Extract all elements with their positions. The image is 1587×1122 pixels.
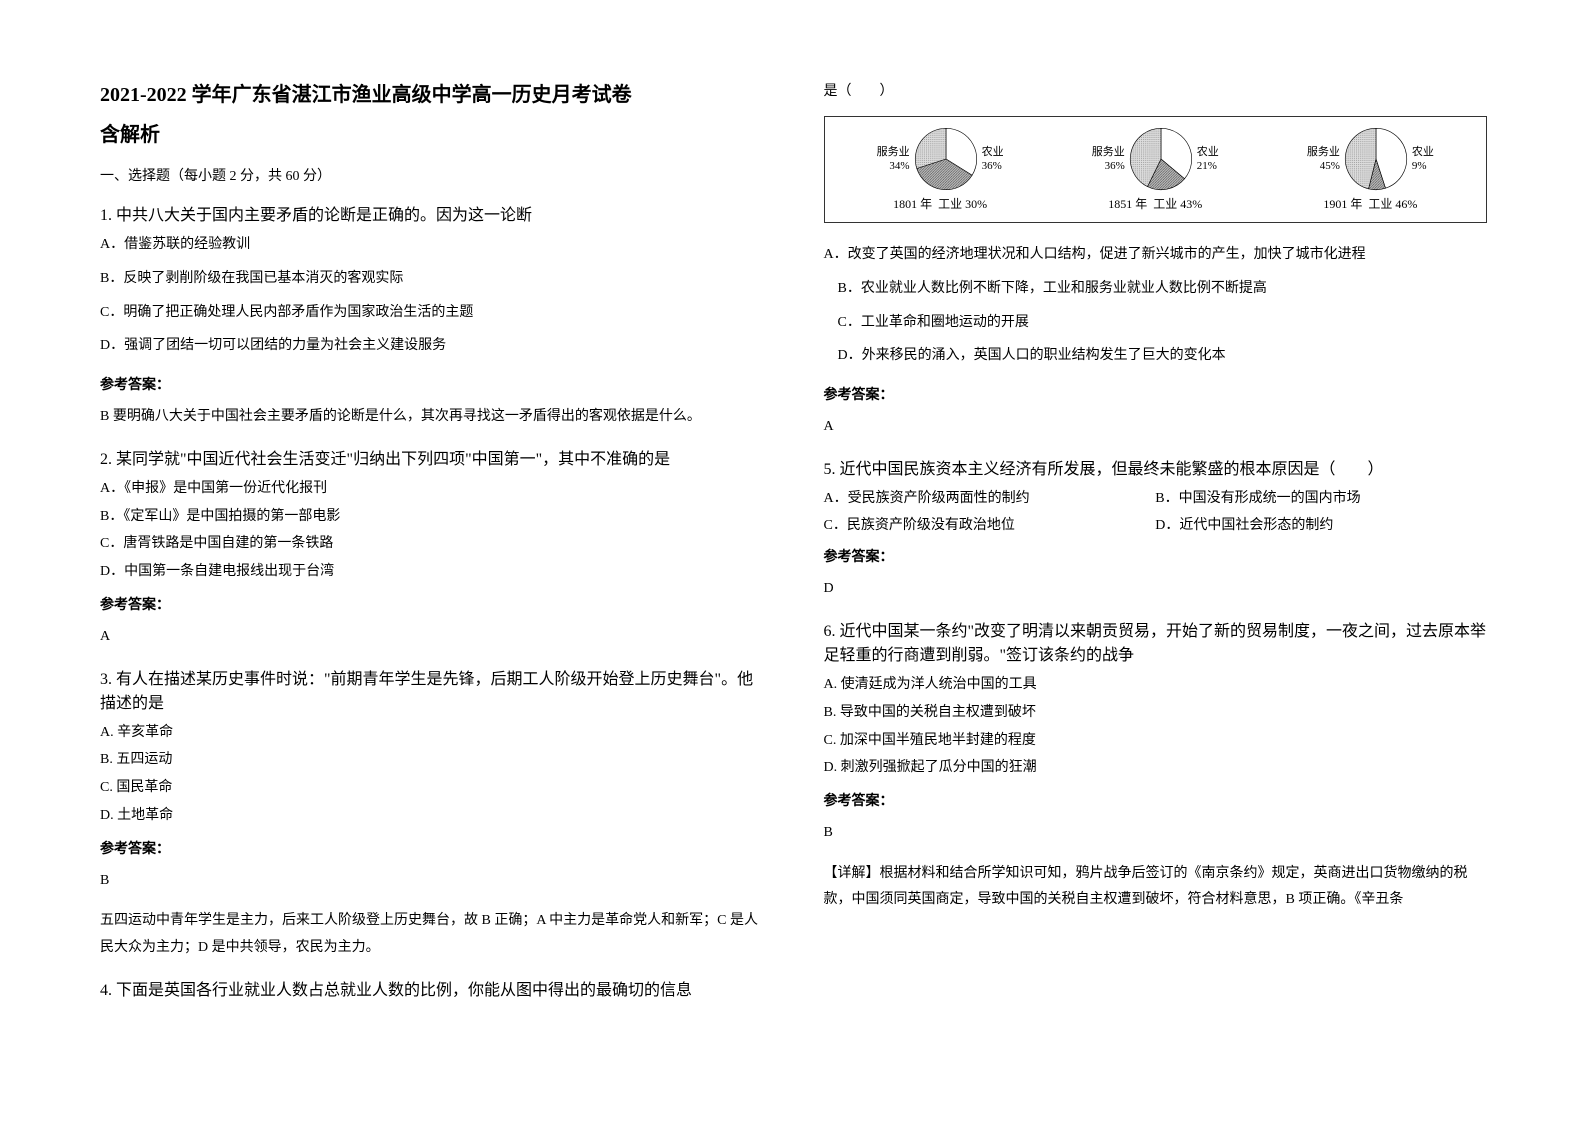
q4-option-c: C．工业革命和圈地运动的开展 bbox=[824, 311, 1488, 335]
pie-year-label: 1901 年 工业 46% bbox=[1323, 195, 1417, 212]
q4-option-a: A．改变了英国的经济地理状况和人口结构，促进了新兴城市的产生，加快了城市化进程 bbox=[824, 243, 1488, 267]
q1-answer: B 要明确八大关于中国社会主要矛盾的论断是什么，其次再寻找这一矛盾得出的客观依据… bbox=[100, 404, 764, 431]
q2-option-d: D．中国第一条自建电报线出现于台湾 bbox=[100, 560, 764, 584]
q1-option-d: D．强调了团结一切可以团结的力量为社会主义建设服务 bbox=[100, 334, 764, 358]
q2-option-c: C．唐胥铁路是中国自建的第一条铁路 bbox=[100, 532, 764, 556]
q1-option-b: B．反映了剥削阶级在我国已基本消灭的客观实际 bbox=[100, 267, 764, 291]
q5-option-d: D．近代中国社会形态的制约 bbox=[1155, 514, 1487, 538]
q3-explanation: 五四运动中青年学生是主力，后来工人阶级登上历史舞台，故 B 正确；A 中主力是革… bbox=[100, 908, 764, 961]
q1-text: 1. 中共八大关于国内主要矛盾的论断是正确的。因为这一论断 bbox=[100, 201, 764, 225]
q6-explanation: 【详解】根据材料和结合所学知识可知，鸦片战争后签订的《南京条约》规定，英商进出口… bbox=[824, 861, 1488, 914]
q2-option-b: B．《定军山》是中国拍摄的第一部电影 bbox=[100, 505, 764, 529]
q2-option-a: A．《申报》是中国第一份近代化报刊 bbox=[100, 477, 764, 501]
pie-label-agri: 农业21% bbox=[1197, 145, 1219, 174]
q5-option-c: C．民族资产阶级没有政治地位 bbox=[824, 514, 1156, 538]
exam-title-line1: 2021-2022 学年广东省湛江市渔业高级中学高一历史月考试卷 bbox=[100, 80, 764, 110]
pie-label-service: 服务业36% bbox=[1092, 145, 1125, 174]
q6-option-d: D. 刺激列强掀起了瓜分中国的狂潮 bbox=[824, 756, 1488, 780]
q4-option-b: B．农业就业人数比例不断下降，工业和服务业就业人数比例不断提高 bbox=[824, 277, 1488, 301]
pie-chart-svg bbox=[1129, 127, 1193, 191]
q1-option-a: A．借鉴苏联的经验教训 bbox=[100, 233, 764, 257]
q6-answer: B bbox=[824, 820, 1488, 847]
q4-continuation: 是（ ） bbox=[824, 80, 1488, 100]
q3-option-d: D. 土地革命 bbox=[100, 804, 764, 828]
q5-text: 5. 近代中国民族资本主义经济有所发展，但最终未能繁盛的根本原因是（ ） bbox=[824, 455, 1488, 479]
pie-chart-svg bbox=[914, 127, 978, 191]
q5-answer: D bbox=[824, 576, 1488, 603]
q6-option-a: A. 使清廷成为洋人统治中国的工具 bbox=[824, 673, 1488, 697]
q6-option-b: B. 导致中国的关税自主权遭到破坏 bbox=[824, 701, 1488, 725]
pie-block: 服务业45% 农业9% 1901 年 工业 46% bbox=[1307, 127, 1434, 212]
q2-answer: A bbox=[100, 624, 764, 651]
q6-answer-label: 参考答案： bbox=[824, 790, 1488, 810]
pie-label-service: 服务业34% bbox=[877, 145, 910, 174]
q3-option-b: B. 五四运动 bbox=[100, 748, 764, 772]
q3-answer: B bbox=[100, 868, 764, 895]
employment-chart: 服务业34% 农业36% 1801 年 工业 30% 服务业36% 农业21% 1851 … bbox=[824, 116, 1488, 223]
q3-option-c: C. 国民革命 bbox=[100, 776, 764, 800]
exam-title-line2: 含解析 bbox=[100, 118, 764, 147]
q5-options: A．受民族资产阶级两面性的制约 B．中国没有形成统一的国内市场 C．民族资产阶级… bbox=[824, 487, 1488, 541]
q5-option-a: A．受民族资产阶级两面性的制约 bbox=[824, 487, 1156, 511]
q5-answer-label: 参考答案： bbox=[824, 546, 1488, 566]
q5-option-b: B．中国没有形成统一的国内市场 bbox=[1155, 487, 1487, 511]
q1-answer-label: 参考答案： bbox=[100, 374, 764, 394]
q3-answer-label: 参考答案： bbox=[100, 838, 764, 858]
pie-chart-svg bbox=[1344, 127, 1408, 191]
q4-option-d: D．外来移民的涌入，英国人口的职业结构发生了巨大的变化本 bbox=[824, 344, 1488, 368]
q3-option-a: A. 辛亥革命 bbox=[100, 721, 764, 745]
pie-label-agri: 农业9% bbox=[1412, 145, 1434, 174]
q1-option-c: C．明确了把正确处理人民内部矛盾作为国家政治生活的主题 bbox=[100, 301, 764, 325]
q2-answer-label: 参考答案： bbox=[100, 594, 764, 614]
pie-year-label: 1851 年 工业 43% bbox=[1108, 195, 1202, 212]
section-header: 一、选择题（每小题 2 分，共 60 分） bbox=[100, 165, 764, 185]
q6-text: 6. 近代中国某一条约"改变了明清以来朝贡贸易，开始了新的贸易制度，一夜之间，过… bbox=[824, 617, 1488, 665]
right-column: 是（ ） 服务业34% 农业36% 1801 年 工业 30% 服务业36% 农业21%… bbox=[824, 80, 1488, 1082]
pie-block: 服务业36% 农业21% 1851 年 工业 43% bbox=[1092, 127, 1219, 212]
pie-label-service: 服务业45% bbox=[1307, 145, 1340, 174]
q3-text: 3. 有人在描述某历史事件时说："前期青年学生是先锋，后期工人阶级开始登上历史舞… bbox=[100, 665, 764, 713]
pie-block: 服务业34% 农业36% 1801 年 工业 30% bbox=[877, 127, 1004, 212]
q2-text: 2. 某同学就"中国近代社会生活变迁"归纳出下列四项"中国第一"，其中不准确的是 bbox=[100, 445, 764, 469]
left-column: 2021-2022 学年广东省湛江市渔业高级中学高一历史月考试卷 含解析 一、选… bbox=[100, 80, 764, 1082]
pie-year-label: 1801 年 工业 30% bbox=[893, 195, 987, 212]
q4-answer: A bbox=[824, 414, 1488, 441]
q4-answer-label: 参考答案： bbox=[824, 384, 1488, 404]
pie-label-agri: 农业36% bbox=[982, 145, 1004, 174]
q4-text: 4. 下面是英国各行业就业人数占总就业人数的比例，你能从图中得出的最确切的信息 bbox=[100, 976, 764, 1000]
q6-option-c: C. 加深中国半殖民地半封建的程度 bbox=[824, 729, 1488, 753]
